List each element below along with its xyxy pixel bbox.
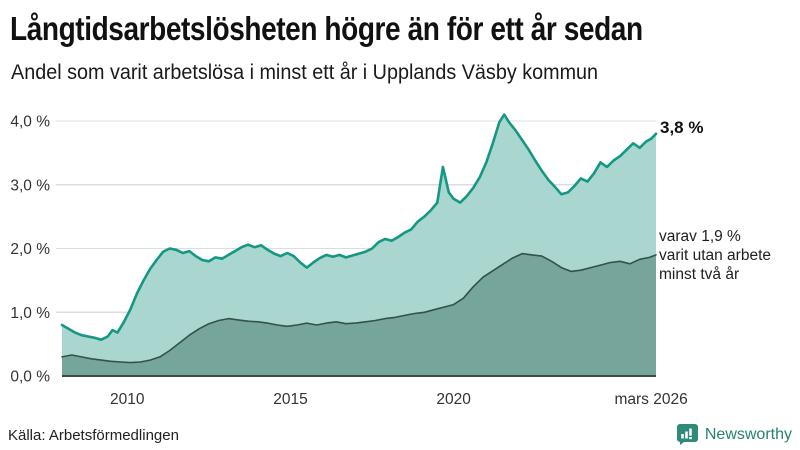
series-2-area [62, 253, 656, 376]
series-1-line [60, 113, 658, 341]
y-axis-tick-label: 4,0 % [10, 114, 50, 131]
chart-subtitle: Andel som varit arbetslösa i minst ett å… [11, 60, 599, 84]
newsworthy-wordmark: Newsworthy [704, 425, 792, 443]
y-axis-tick-label: 1,0 % [10, 305, 50, 322]
page-title: Långtidsarbetslösheten högre än för ett … [10, 10, 643, 47]
newsworthy-brand: Newsworthy [676, 423, 792, 446]
y-axis-tick-label: 2,0 % [10, 241, 50, 258]
x-axis-tick-label: 2020 [436, 391, 471, 408]
series-2-line [61, 252, 657, 364]
annotation-line-3: minst två år [659, 266, 740, 284]
x-axis-tick-label: 2015 [273, 391, 307, 408]
y-axis-tick-label: 3,0 % [10, 177, 50, 194]
annotation-line-1: varav 1,9 % [659, 228, 741, 245]
annotation-line-2: varit utan arbete [659, 247, 772, 265]
x-axis-tick-label: 2010 [110, 391, 145, 408]
x-axis-tick-label: mars 2026 [614, 391, 687, 408]
y-axis-tick-label: 0,0 % [10, 369, 50, 386]
source-credit: Källa: Arbetsförmedlingen [8, 427, 179, 444]
newsworthy-logo-icon [676, 423, 699, 446]
series2-annotation: varav 1,9 % varit utan arbete minst två … [659, 227, 771, 285]
series1-end-value-label: 3,8 % [660, 118, 704, 137]
